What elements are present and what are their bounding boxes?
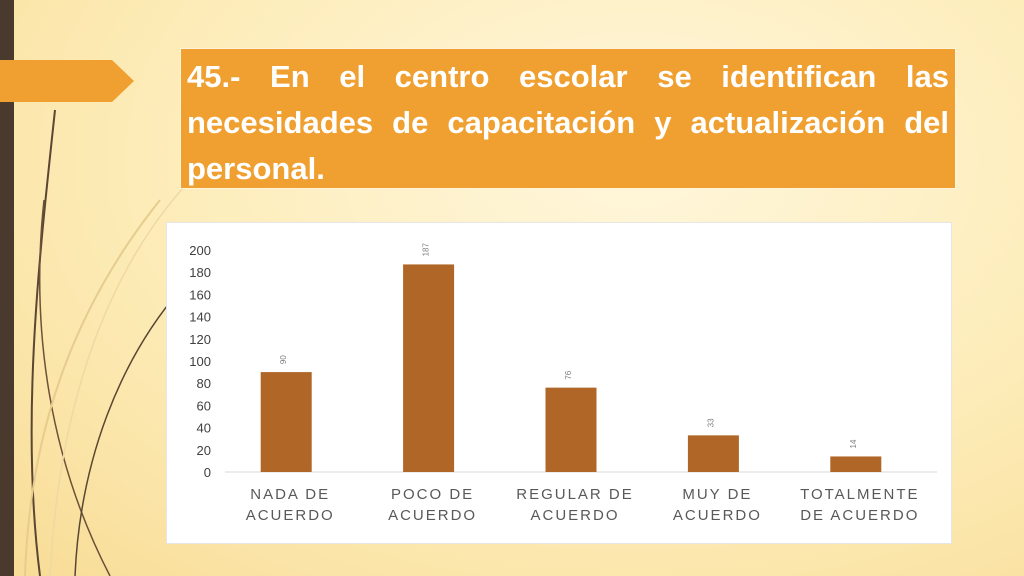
y-tick-label: 120 (189, 332, 211, 347)
x-tick-label: ACUERDO (673, 507, 762, 524)
bar-chart: 0 20 40 60 80 100 120 140 160 180 200 90 NADA DE ACUE… (189, 243, 937, 524)
x-tick-label: MUY DE (682, 486, 752, 503)
bar (687, 435, 739, 472)
chart-panel: 0 20 40 60 80 100 120 140 160 180 200 90 NADA DE ACUE… (166, 222, 952, 544)
bar (260, 372, 312, 472)
bar (403, 264, 455, 472)
decorative-swirls (24, 109, 201, 576)
y-tick-label: 80 (197, 376, 211, 391)
x-tick-label: TOTALMENTE (800, 486, 919, 503)
slide-title: 45.- En el centro escolar se identifican… (187, 59, 949, 186)
y-tick-label: 100 (189, 354, 211, 369)
x-tick-label: ACUERDO (388, 507, 477, 524)
data-label: 187 (422, 243, 431, 257)
bar (545, 387, 597, 472)
arrow-shape (0, 60, 134, 102)
y-tick-label: 160 (189, 287, 211, 302)
y-tick-label: 200 (189, 243, 211, 258)
x-tick-label: DE ACUERDO (800, 507, 919, 524)
data-label: 33 (706, 418, 715, 427)
y-tick-label: 60 (197, 398, 211, 413)
bar (830, 456, 882, 472)
x-tick-label: REGULAR DE (516, 486, 634, 503)
data-label: 76 (564, 370, 573, 379)
title-box: 45.- En el centro escolar se identifican… (180, 48, 956, 189)
x-tick-label: POCO DE (391, 486, 474, 503)
y-tick-label: 20 (197, 443, 211, 458)
x-tick-label: ACUERDO (530, 507, 619, 524)
y-tick-label: 40 (197, 421, 211, 436)
y-tick-label: 140 (189, 310, 211, 325)
left-accent-bar (0, 0, 14, 576)
y-tick-label: 180 (189, 265, 211, 280)
data-label: 14 (849, 439, 858, 448)
y-tick-label: 0 (204, 465, 211, 480)
x-tick-label: NADA DE (250, 486, 330, 503)
x-tick-label: ACUERDO (246, 507, 335, 524)
data-label: 90 (279, 355, 288, 364)
